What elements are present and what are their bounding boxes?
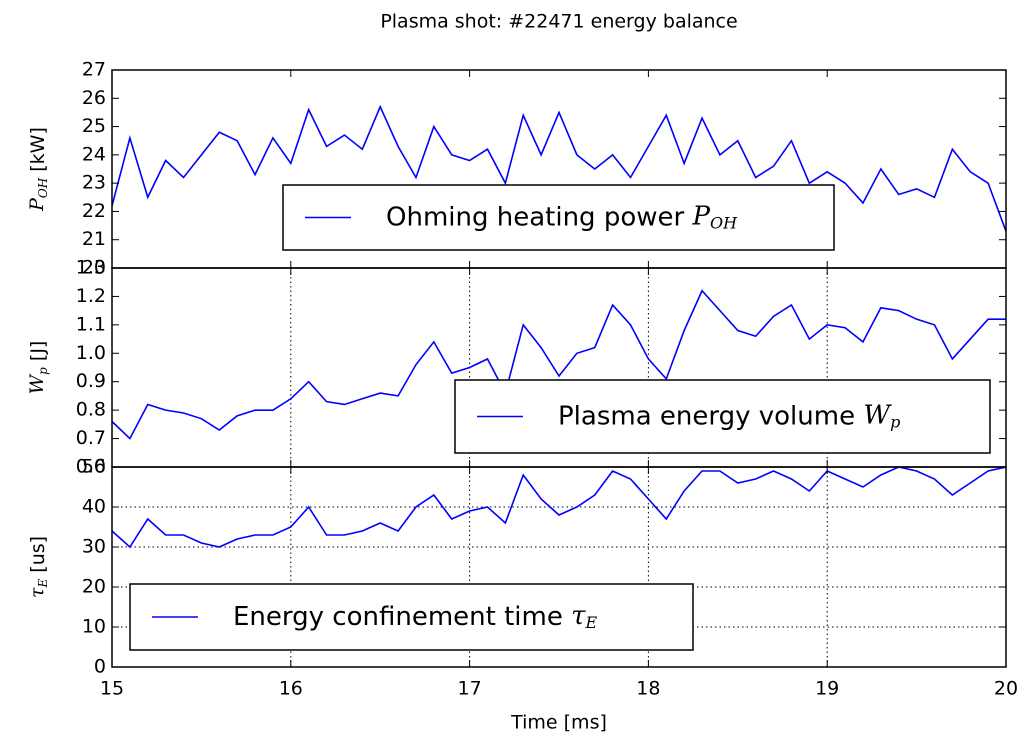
y-tick-label: 1.3 [76, 257, 106, 279]
legend-label: Plasma energy volume Wp [558, 401, 900, 432]
plot-frame [111, 466, 1007, 668]
y-tick-label: 24 [82, 143, 106, 165]
label-unit: [us] [27, 536, 49, 573]
y-axis-label: τE [us] [26, 536, 50, 598]
x-tick-label: 16 [279, 678, 303, 700]
legend-box [454, 379, 991, 454]
legend-box [282, 184, 835, 251]
label-sub: p [36, 367, 50, 375]
y-tick-label: 20 [82, 576, 106, 598]
legend-name: Energy confinement time [233, 602, 563, 632]
label-symbol: τ [26, 587, 48, 598]
y-tick-label: 27 [82, 59, 106, 81]
y-axis-label: POH [kW] [26, 127, 50, 212]
y-tick-label: 1.1 [76, 313, 106, 335]
label-unit: [kW] [27, 127, 49, 172]
legend-space [563, 602, 571, 632]
y-tick-label: 22 [82, 200, 106, 222]
x-tick-label: 15 [100, 678, 124, 700]
label-unit: [J] [27, 341, 49, 361]
data-line [112, 104, 1006, 232]
legend-box [129, 583, 694, 651]
legend-sub: OH [710, 213, 738, 232]
legend-label: Energy confinement time τE [233, 601, 597, 632]
data-line [112, 289, 1006, 440]
label-sub: OH [36, 177, 50, 198]
y-tick-label: 0.7 [76, 427, 106, 449]
legend-label: Ohming heating power POH [386, 202, 738, 233]
y-tick-label: 50 [82, 456, 106, 478]
legend-symbol: τ [571, 601, 586, 631]
y-axis-label: Wp [J] [26, 341, 50, 395]
label-symbol: P [26, 197, 48, 212]
x-tick-label: 19 [815, 678, 839, 700]
y-tick-label: 0.9 [76, 370, 106, 392]
y-tick-label: 40 [82, 496, 106, 518]
data-line [112, 467, 1006, 549]
legend-space [855, 401, 863, 431]
chart-title: Plasma shot: #22471 energy balance [380, 11, 737, 33]
legend-sub: p [890, 412, 900, 431]
x-tick-label: 20 [994, 678, 1018, 700]
y-tick-label: 10 [82, 616, 106, 638]
label-sub: E [36, 579, 50, 589]
legend-name: Ohming heating power [386, 202, 684, 232]
y-tick-label: 0.8 [76, 399, 106, 421]
y-tick-label: 1.2 [76, 285, 106, 307]
y-tick-label: 20 [82, 257, 106, 279]
y-tick-label: 0.6 [76, 456, 106, 478]
y-tick-label: 26 [82, 87, 106, 109]
y-tick-label: 30 [82, 536, 106, 558]
y-tick-label: 25 [82, 115, 106, 137]
x-tick-label: 18 [636, 678, 660, 700]
label-symbol: W [26, 373, 48, 394]
legend-space [684, 202, 692, 232]
y-tick-label: 21 [82, 228, 106, 250]
y-tick-label: 23 [82, 172, 106, 194]
legend-name: Plasma energy volume [558, 401, 855, 431]
y-tick-label: 0 [94, 656, 106, 678]
y-tick-label: 1.0 [76, 342, 106, 364]
x-tick-label: 17 [458, 678, 482, 700]
legend-symbol: W [863, 401, 892, 431]
legend-sub: E [584, 613, 597, 632]
x-axis-label: Time [ms] [510, 712, 607, 734]
legend-symbol: P [691, 202, 710, 232]
